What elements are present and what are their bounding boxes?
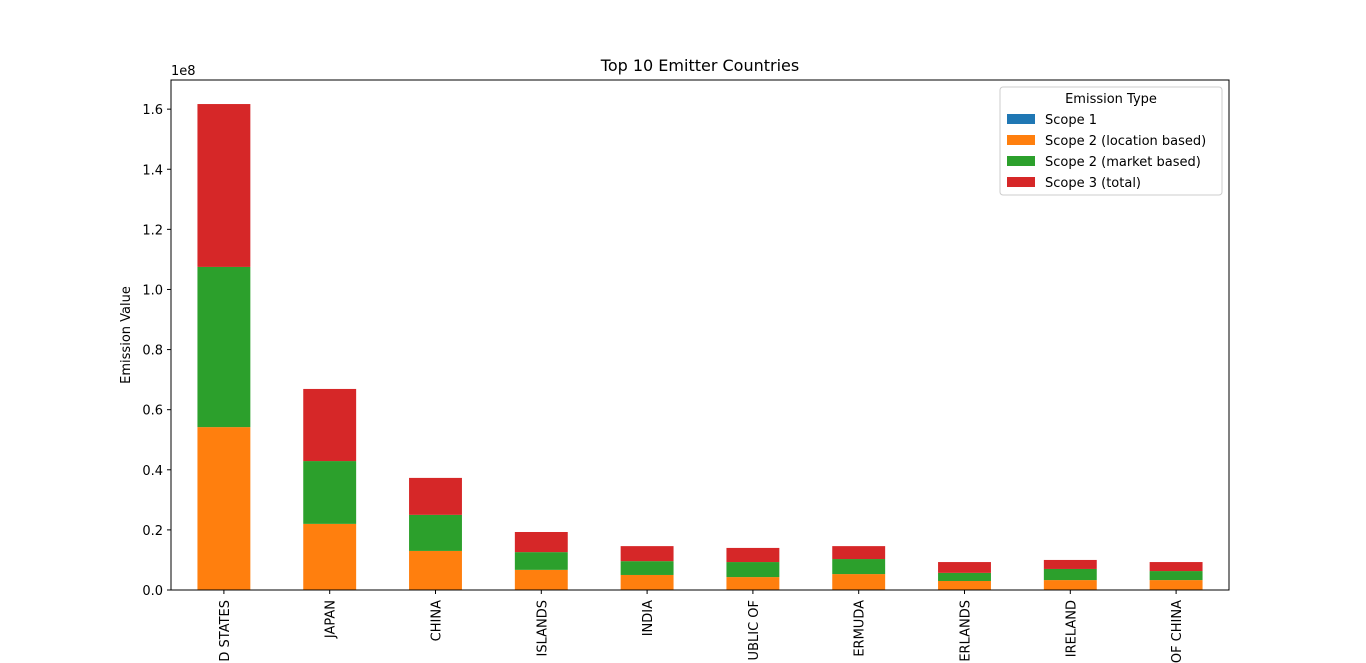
x-tick-label: UBLIC OF bbox=[747, 600, 762, 660]
legend-swatch bbox=[1007, 114, 1035, 124]
y-tick-label: 0.6 bbox=[142, 404, 163, 419]
legend-swatch bbox=[1007, 177, 1035, 187]
x-tick-label: ISLANDS bbox=[535, 600, 550, 657]
legend-box bbox=[999, 86, 1223, 196]
bar-segment bbox=[1149, 562, 1203, 572]
x-tick-label: INDIA bbox=[641, 600, 656, 636]
bar-segment bbox=[514, 531, 568, 553]
bar-segment bbox=[514, 552, 568, 570]
legend-title: Emission Type bbox=[1065, 92, 1157, 107]
bar-segment bbox=[1149, 580, 1203, 590]
x-tick-label: IRELAND bbox=[1064, 600, 1079, 657]
legend-swatch bbox=[1007, 156, 1035, 166]
x-tick-label: D STATES bbox=[218, 600, 233, 662]
legend-label: Scope 1 bbox=[1045, 113, 1097, 128]
y-axis-label: Emission Value bbox=[119, 286, 134, 384]
y-tick-label: 0.2 bbox=[142, 524, 163, 539]
x-tick-label: ERMUDA bbox=[853, 600, 868, 657]
bar-segment bbox=[726, 562, 780, 578]
legend-label: Scope 2 (location based) bbox=[1045, 134, 1206, 149]
legend-label: Scope 2 (market based) bbox=[1045, 155, 1201, 170]
bar-segment bbox=[620, 561, 674, 575]
bar-segment bbox=[303, 523, 357, 590]
bar-segment bbox=[303, 388, 357, 462]
bar-segment bbox=[938, 572, 991, 581]
bar-segment bbox=[409, 477, 462, 515]
y-tick-label: 1.2 bbox=[142, 223, 163, 238]
bar-segment bbox=[1043, 580, 1097, 590]
x-tick-label: JAPAN bbox=[324, 600, 339, 639]
bar-segment bbox=[726, 577, 780, 590]
bar-segment bbox=[1149, 571, 1203, 581]
bar-segment bbox=[832, 574, 886, 590]
chart-title: Top 10 Emitter Countries bbox=[600, 56, 799, 75]
plot-frame bbox=[170, 79, 1230, 591]
offset-label: 1e8 bbox=[171, 64, 196, 79]
bar-segment bbox=[197, 427, 251, 590]
bar-segment bbox=[620, 546, 674, 562]
bar-segment bbox=[938, 580, 991, 590]
bar-segment bbox=[514, 569, 568, 590]
y-tick-label: 1.0 bbox=[142, 283, 163, 298]
bar-segment bbox=[832, 559, 886, 575]
x-tick-label: ERLANDS bbox=[959, 600, 974, 662]
bar-segment bbox=[197, 266, 251, 428]
bar-segment bbox=[620, 574, 674, 590]
bar-segment bbox=[409, 550, 462, 590]
bar-segment bbox=[1043, 559, 1097, 569]
legend-swatch bbox=[1007, 135, 1035, 145]
x-tick-label: CHINA bbox=[430, 600, 445, 641]
y-tick-label: 0.4 bbox=[142, 464, 163, 479]
bar-segment bbox=[409, 514, 462, 551]
legend-label: Scope 3 (total) bbox=[1045, 176, 1141, 191]
bar-segment bbox=[726, 547, 780, 563]
bar-segment bbox=[197, 104, 251, 267]
y-tick-label: 0.8 bbox=[142, 344, 163, 359]
bar-segment bbox=[832, 546, 886, 560]
x-tick-label: OF CHINA bbox=[1170, 600, 1185, 663]
y-tick-label: 0.0 bbox=[142, 584, 163, 599]
bar-segment bbox=[303, 461, 357, 524]
y-tick-label: 1.6 bbox=[142, 103, 163, 118]
bar-segment bbox=[938, 562, 991, 573]
y-tick-label: 1.4 bbox=[142, 163, 163, 178]
bar-segment bbox=[1043, 568, 1097, 581]
